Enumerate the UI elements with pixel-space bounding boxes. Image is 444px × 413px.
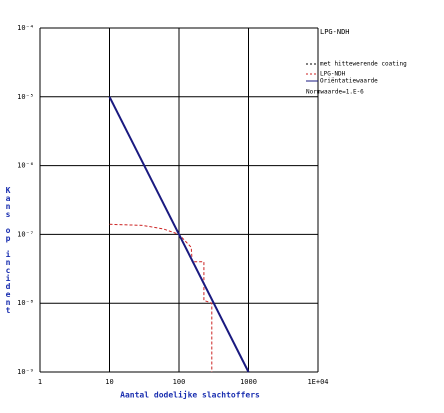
y-tick-label: 10⁻⁹ xyxy=(17,368,34,376)
chart-title: LPG-NDH xyxy=(320,28,350,36)
legend-label: Oriëntatiewaarde xyxy=(320,78,378,85)
x-axis-title: Aantal dodelijke slachtoffers xyxy=(120,390,260,400)
x-tick-label: 100 xyxy=(173,378,186,386)
x-tick-label: 10 xyxy=(105,378,113,386)
x-tick-label: 1 xyxy=(38,378,42,386)
y-tick-label: 10⁻⁴ xyxy=(17,24,34,32)
y-tick-label: 10⁻⁵ xyxy=(17,93,34,101)
x-tick-label: 1000 xyxy=(240,378,257,386)
legend-label: LPG-NDH xyxy=(320,71,346,78)
legend-note: met hittewerende coating xyxy=(320,61,407,68)
y-tick-label: 10⁻⁶ xyxy=(17,162,34,170)
y-tick-label: 10⁻⁸ xyxy=(17,299,34,307)
y-tick-label: 10⁻⁷ xyxy=(17,230,34,238)
series-line xyxy=(108,96,250,373)
norm-note: Normwaarde=1.E-6 xyxy=(306,89,364,96)
y-axis-title: Kans op incident xyxy=(4,186,13,314)
series-line xyxy=(109,223,213,372)
x-tick-label: 1E+04 xyxy=(307,378,328,386)
